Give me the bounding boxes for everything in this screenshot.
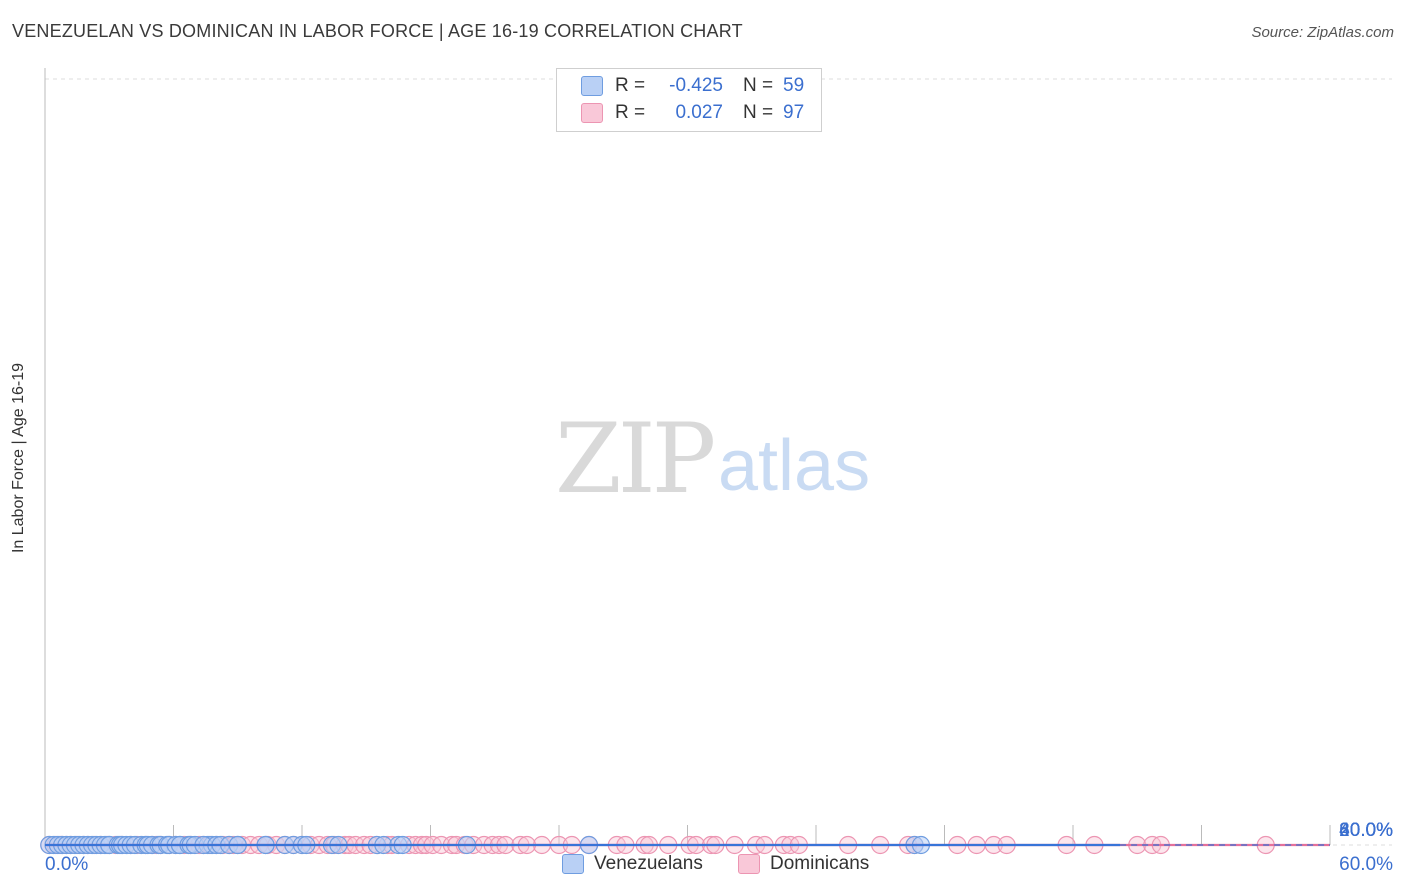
y-tick-label: 20.0%	[1339, 820, 1393, 841]
watermark-zip: ZIP	[555, 403, 714, 515]
dominicans-legend-swatch	[738, 854, 760, 874]
venezuelans-swatch	[581, 76, 603, 96]
y-tick-label: 40.0%	[1339, 820, 1393, 841]
legend-row-dominicans: R = 0.027 N = 97	[581, 101, 804, 125]
legend-item-venezuelans: Venezuelans	[562, 852, 703, 876]
n-value: 97	[783, 102, 805, 123]
r-value: 0.027	[675, 102, 723, 123]
source-label: Source: ZipAtlas.com	[1251, 24, 1394, 41]
r-label: R =	[615, 102, 646, 123]
dominicans-swatch	[581, 103, 603, 123]
r-label: R =	[615, 75, 646, 96]
legend-row-venezuelans: R = -0.425 N = 59	[581, 74, 804, 98]
venezuelans-legend-label: Venezuelans	[594, 853, 703, 874]
y-tick-label: 60.0%	[1339, 820, 1393, 841]
x-tick-label: 0.0%	[45, 854, 88, 875]
n-label: N =	[743, 102, 774, 123]
n-value: 59	[783, 75, 805, 96]
legend-item-dominicans: Dominicans	[738, 852, 869, 876]
x-tick-label: 60.0%	[1339, 854, 1393, 875]
venezuelans-legend-swatch	[562, 854, 584, 874]
watermark-atlas: atlas	[718, 426, 870, 506]
y-axis-label: In Labor Force | Age 16-19	[10, 362, 27, 554]
y-tick-label: 80.0%	[1339, 820, 1393, 841]
dominicans-legend-label: Dominicans	[770, 853, 870, 874]
r-value: -0.425	[669, 75, 723, 96]
correlation-legend: R = -0.425 N = 59 R = 0.027 N = 97	[556, 68, 822, 132]
chart-title: VENEZUELAN VS DOMINICAN IN LABOR FORCE |…	[12, 21, 743, 41]
n-label: N =	[743, 75, 774, 96]
